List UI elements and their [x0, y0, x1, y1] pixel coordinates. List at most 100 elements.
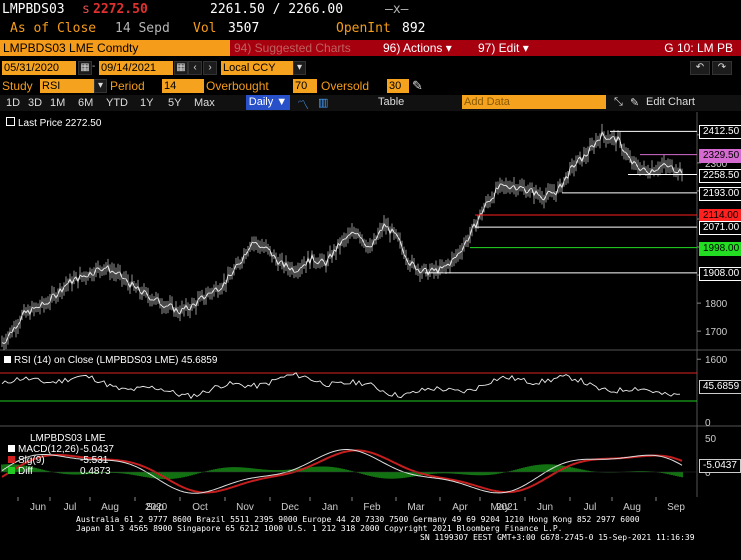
security-field[interactable]: LMPBDS03 LME Comdty: [0, 40, 231, 56]
overbought-input[interactable]: 70: [293, 79, 317, 93]
x-tick-label: Apr: [452, 502, 468, 512]
x-tick-label: Mar: [407, 502, 425, 512]
macd-legend-swatch: [8, 456, 15, 463]
price-level-tag: 2071.00: [699, 221, 741, 235]
date-separator: -: [92, 61, 96, 72]
price-prefix: s: [82, 2, 90, 17]
range-ytd[interactable]: YTD: [106, 97, 128, 109]
window-controls[interactable]: —x—: [385, 2, 409, 17]
vol-value: 3507: [228, 21, 260, 36]
currency-select[interactable]: Local CCY: [221, 61, 293, 75]
macd-legend-value: -5.0437: [80, 444, 114, 455]
oversold-label: Oversold: [321, 79, 370, 93]
pencil-icon[interactable]: ✎: [412, 78, 423, 93]
range-1d[interactable]: 1D: [6, 97, 21, 109]
x-tick-label: Jul: [584, 502, 597, 512]
macd-legend-row: Slg(9) -5.531: [8, 455, 114, 466]
last-price: 2272.50: [93, 2, 148, 17]
x-tick-label: Jun: [30, 502, 46, 512]
price-level-tag: 2412.50: [699, 125, 741, 139]
macd-line: [1, 449, 683, 494]
x-tick-label: Feb: [363, 502, 381, 512]
range-6m[interactable]: 6M: [78, 97, 94, 109]
openint-value: 892: [402, 21, 426, 36]
currency-dropdown-icon[interactable]: ▾: [293, 61, 306, 75]
edit-chart-button[interactable]: Edit Chart: [646, 96, 695, 108]
range-1y[interactable]: 1Y: [140, 97, 154, 109]
rsi-line: [1, 372, 681, 400]
price-level-tag: 2329.50: [699, 149, 741, 163]
frequency-select[interactable]: Daily ▼: [246, 95, 290, 110]
price-line: [1, 130, 683, 345]
study-label: Study: [2, 79, 33, 93]
rsi-legend-swatch: [4, 356, 11, 363]
redo-icon[interactable]: ↷: [712, 61, 732, 75]
start-date-input[interactable]: 05/31/2020: [2, 61, 76, 75]
macd-tick-label: 50: [705, 434, 717, 445]
macd-legend-swatch: [8, 467, 15, 474]
edit-menu[interactable]: 97) Edit ▾: [474, 40, 538, 56]
macd-legend: MACD(12,26)-5.0437 Slg(9) -5.531 Diff 0.4873: [8, 444, 114, 477]
x-tick-label: Oct: [192, 502, 208, 512]
calendar-end-icon[interactable]: ▦: [174, 61, 188, 75]
price-level-tag: 1908.00: [699, 267, 741, 281]
year-label-2021: 2021: [496, 502, 519, 513]
range-5y[interactable]: 5Y: [168, 97, 182, 109]
settings-icon[interactable]: ✎: [630, 97, 640, 109]
x-tick-label: May: [491, 502, 510, 512]
candle-chart-icon[interactable]: ▥: [318, 97, 329, 109]
actions-menu[interactable]: 96) Actions ▾: [379, 40, 475, 56]
macd-signal-line: [1, 449, 683, 494]
y-tick-label: 1700: [705, 327, 728, 338]
calendar-start-icon[interactable]: ▦: [78, 61, 92, 75]
prev-arrow-icon[interactable]: ‹: [188, 61, 202, 75]
x-tick-label: Aug: [101, 502, 119, 512]
macd-legend-label: Slg(9): [18, 455, 45, 466]
macd-legend-value: 0.4873: [80, 466, 111, 477]
y-tick-label: 1800: [705, 299, 728, 310]
x-tick-label: Sep: [667, 502, 685, 512]
end-date-input[interactable]: 09/14/2021: [99, 61, 173, 75]
asof-date: 14 Sepd: [115, 21, 170, 36]
ticker: LMPBDS03: [2, 2, 65, 17]
macd-title: LMPBDS03 LME: [30, 433, 106, 444]
study-dropdown-icon[interactable]: ▾: [94, 79, 107, 93]
rsi-legend: RSI (14) on Close (LMPBDS03 LME) 45.6859: [4, 355, 217, 366]
x-tick-label: Dec: [281, 502, 299, 512]
footer-line-1: Australia 61 2 9777 8600 Brazil 5511 239…: [76, 515, 640, 524]
add-data-input[interactable]: Add Data: [462, 95, 606, 109]
price-level-tag: 2258.50: [699, 169, 741, 183]
range-1m[interactable]: 1M: [50, 97, 66, 109]
undo-icon[interactable]: ↶: [690, 61, 710, 75]
x-tick-label: Jun: [537, 502, 553, 512]
macd-tick-label: 0: [705, 468, 711, 479]
macd-legend-label: MACD(12,26): [18, 444, 80, 455]
period-input[interactable]: 14: [162, 79, 204, 93]
rsi-tick-label: 0: [705, 418, 711, 429]
macd-value-tag: -5.0437: [699, 459, 741, 473]
y-tick-label: 1600: [705, 355, 728, 366]
next-arrow-icon[interactable]: ›: [203, 61, 217, 75]
x-tick-label: Sep: [146, 502, 164, 512]
table-button[interactable]: Table: [378, 96, 405, 108]
study-select[interactable]: RSI: [40, 79, 94, 93]
price-level-tag: 1998.00: [699, 242, 741, 256]
x-tick-label: Nov: [236, 502, 254, 512]
line-chart-icon[interactable]: 〽: [297, 98, 310, 112]
vol-label: Vol: [193, 21, 217, 36]
collapse-icon[interactable]: ⤡: [614, 96, 623, 108]
x-tick-label: Jan: [322, 502, 338, 512]
price-legend-swatch: [6, 117, 15, 126]
footer-line-2: Japan 81 3 4565 8900 Singapore 65 6212 1…: [76, 524, 563, 533]
x-tick-label: Aug: [623, 502, 641, 512]
macd-legend-value: -5.531: [80, 455, 109, 466]
function-code: G 10: LM PB: [537, 40, 741, 56]
macd-legend-swatch: [8, 445, 15, 452]
price-legend-text: Last Price 2272.50: [18, 118, 102, 129]
range-max[interactable]: Max: [194, 97, 215, 109]
suggested-charts-button[interactable]: 94) Suggested Charts: [230, 40, 379, 56]
macd-legend-label: Diff: [18, 466, 33, 477]
range-3d[interactable]: 3D: [28, 97, 43, 109]
oversold-input[interactable]: 30: [387, 79, 409, 93]
price-level-tag: 2193.00: [699, 187, 741, 201]
